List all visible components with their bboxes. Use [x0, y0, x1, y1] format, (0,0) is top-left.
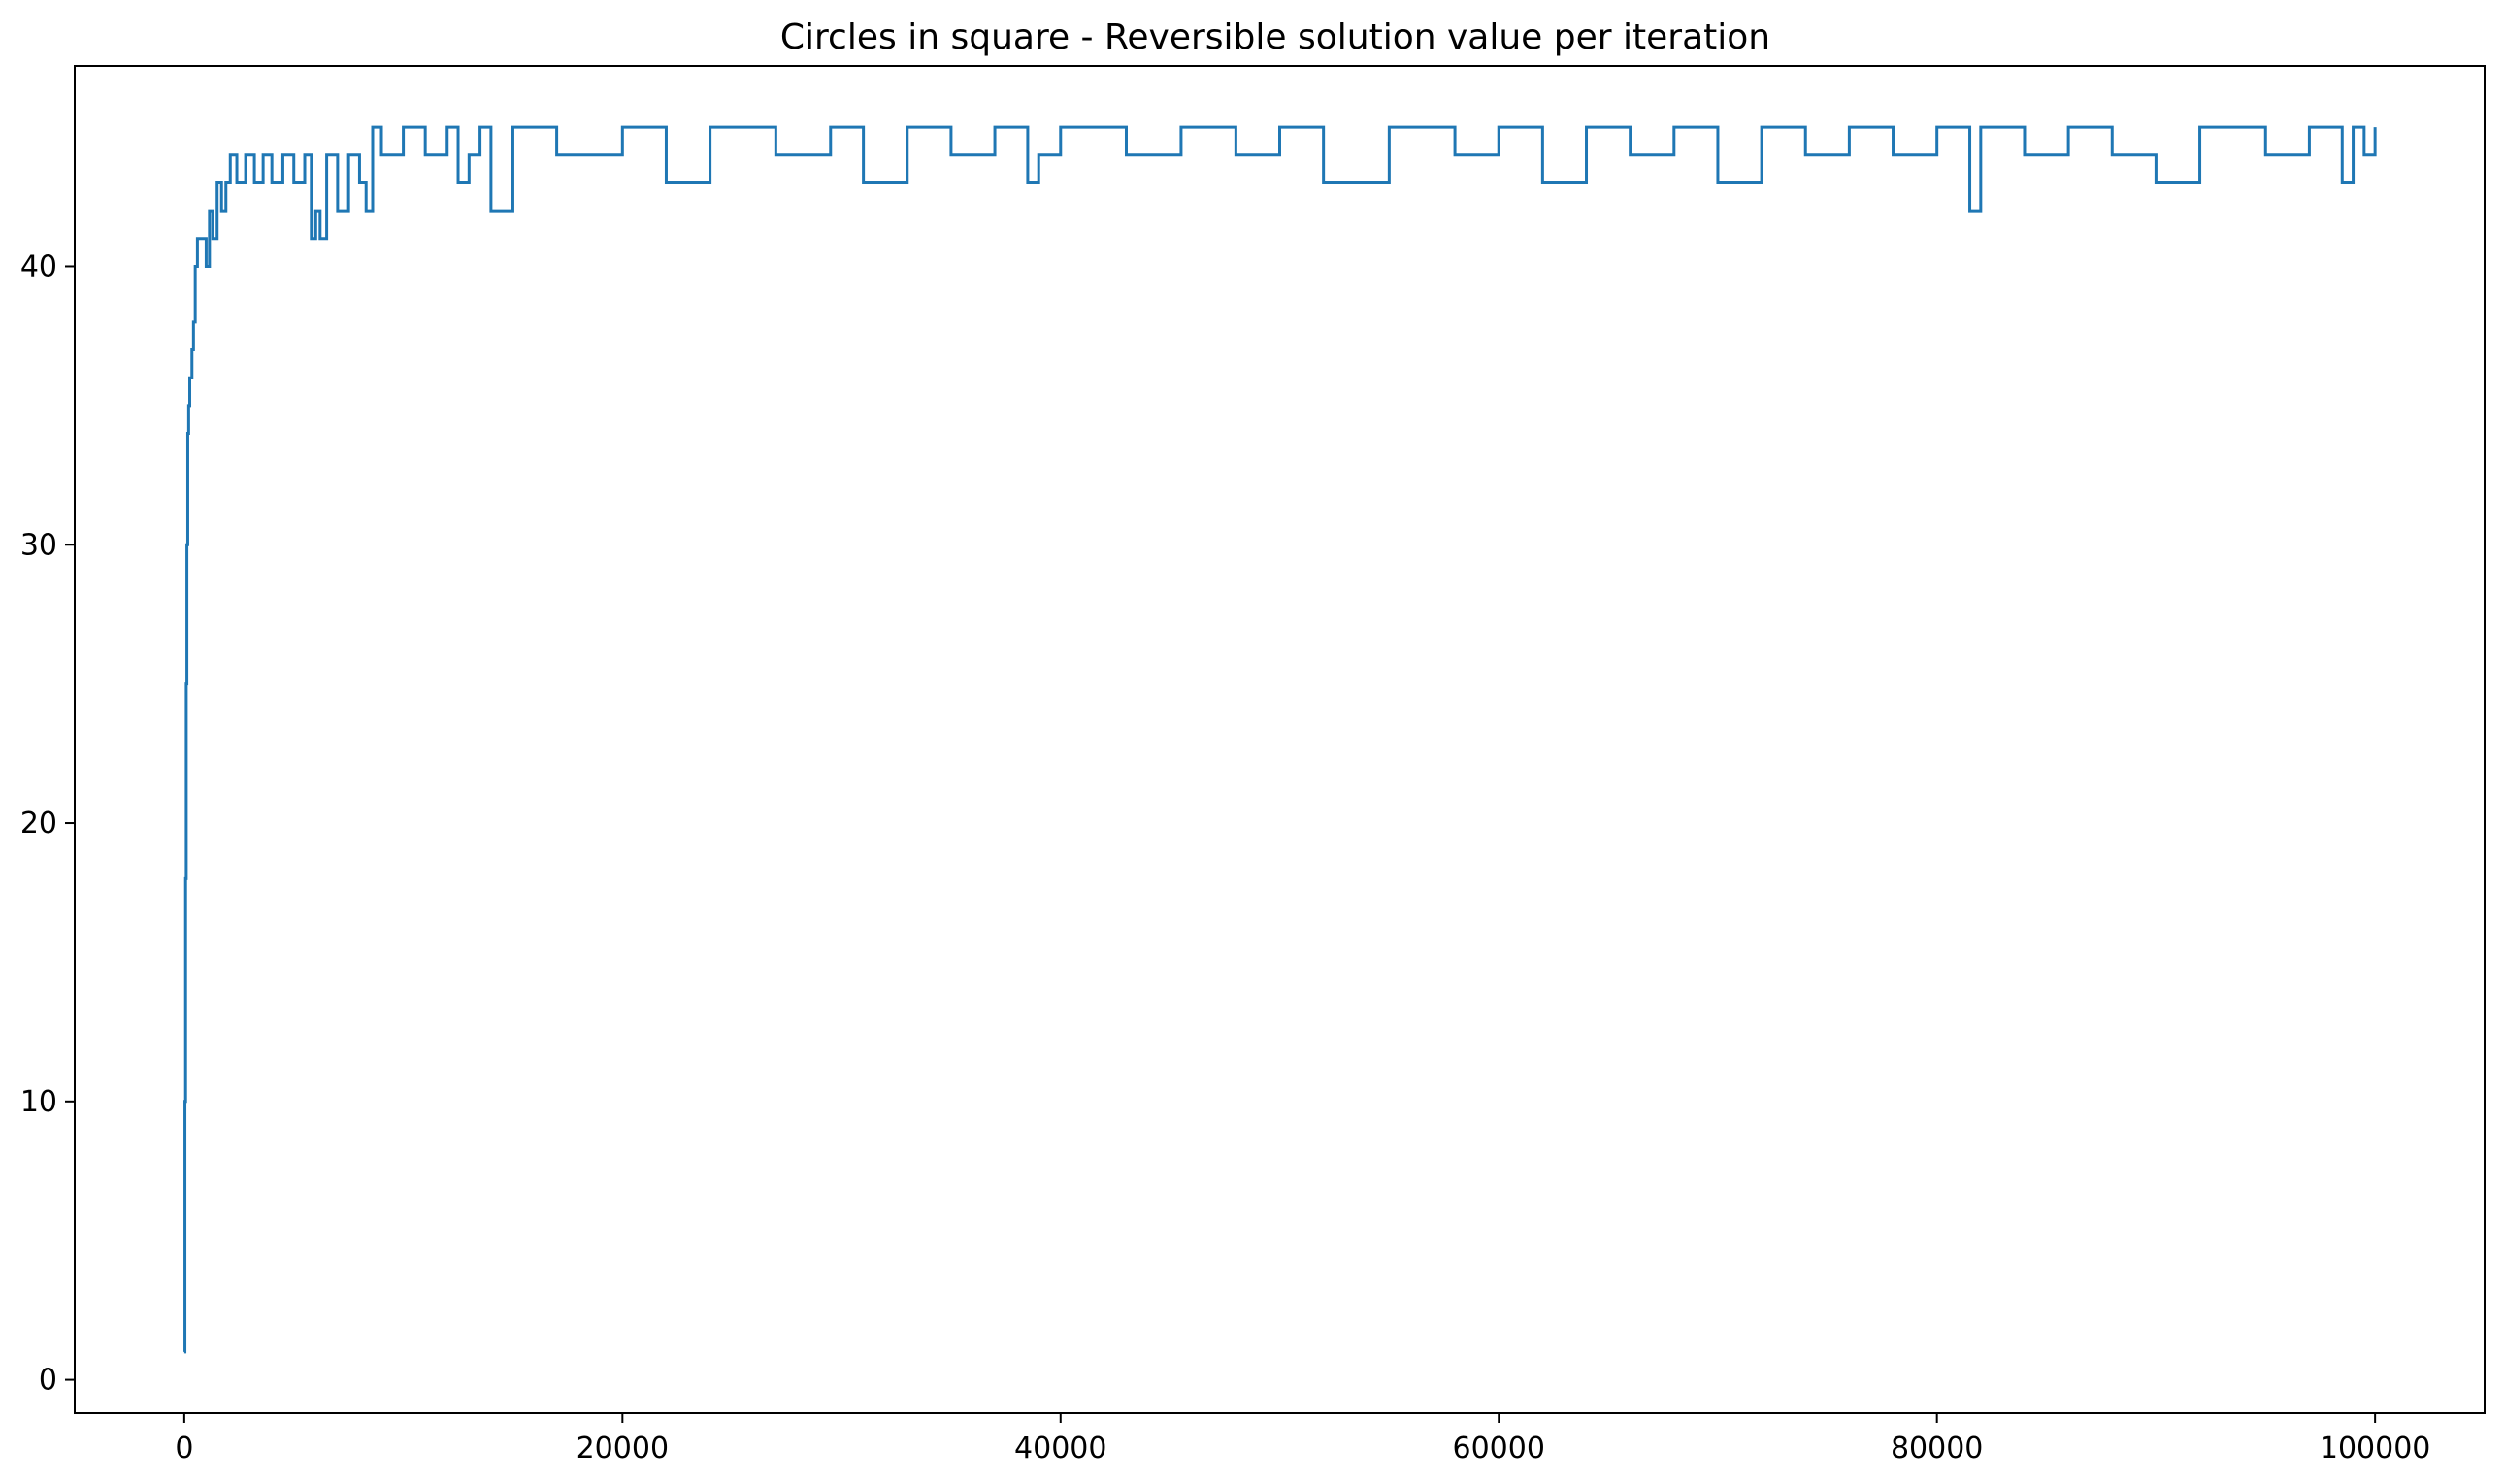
series-line-0: [183, 125, 2377, 1354]
x-tick-label: 40000: [1014, 1432, 1106, 1466]
plot-frame: [74, 65, 2486, 1414]
y-tick-label: 40: [20, 249, 57, 283]
y-tick-label: 10: [20, 1085, 57, 1119]
x-axis: 0 20000 40000 60000 80000 100000: [175, 1413, 2430, 1466]
x-tick-label: 80000: [1891, 1432, 1983, 1466]
x-tick-label: 100000: [2320, 1432, 2431, 1466]
y-tick-label: 20: [20, 807, 57, 841]
y-tick-label: 30: [20, 528, 57, 562]
plot-area: 0 20000 40000 60000 80000 100000 0 10 20 30 40: [20, 65, 2486, 1466]
x-tick-label: 0: [175, 1432, 193, 1466]
y-tick-label: 0: [39, 1364, 57, 1398]
series-layer: [183, 125, 2377, 1354]
chart-title: Circles in square - Reversible solution …: [780, 17, 1770, 57]
x-tick-label: 60000: [1453, 1432, 1545, 1466]
x-tick-label: 20000: [577, 1432, 669, 1466]
y-axis: 0 10 20 30 40: [20, 249, 75, 1398]
